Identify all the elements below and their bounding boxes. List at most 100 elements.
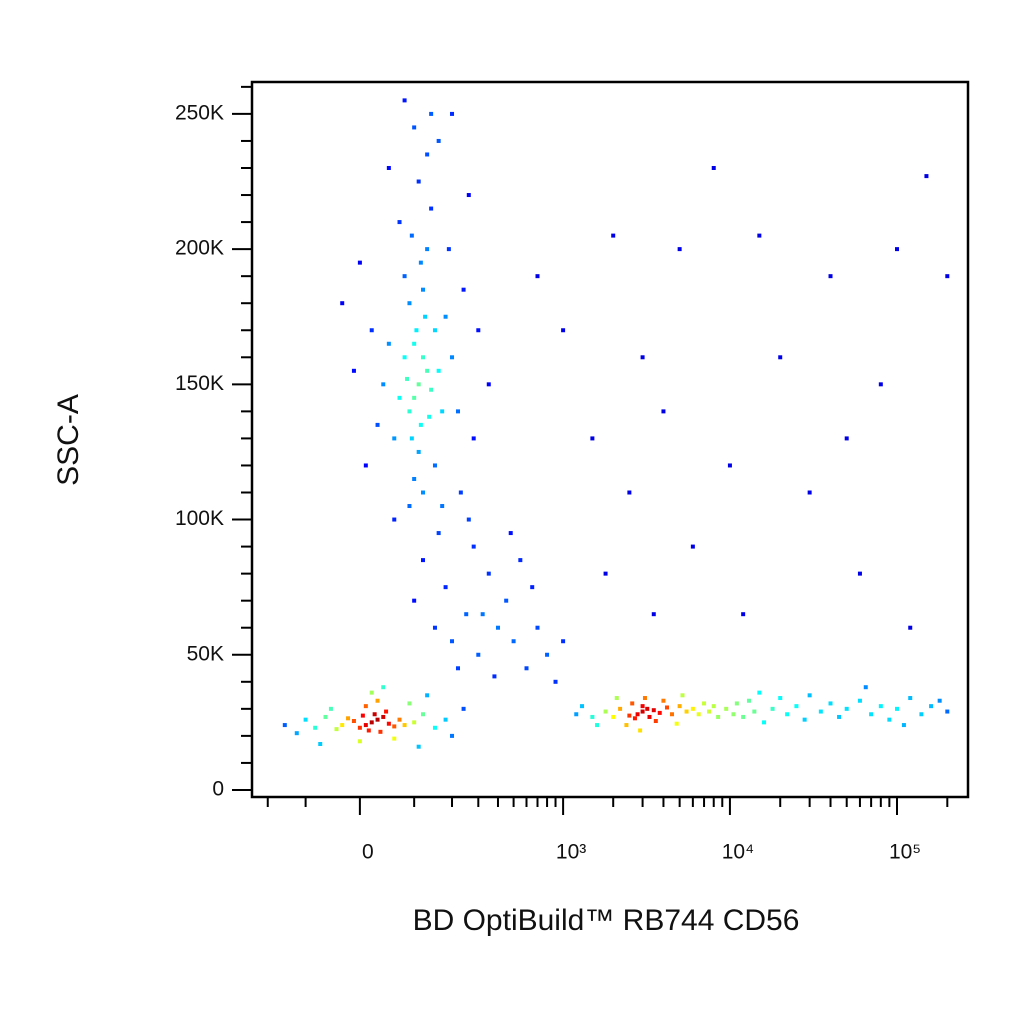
point — [919, 712, 924, 717]
point — [574, 712, 579, 717]
y-tick-label: 200K — [175, 237, 224, 260]
point — [480, 612, 485, 617]
point — [696, 712, 701, 717]
point — [734, 701, 739, 706]
point — [887, 717, 892, 722]
point — [409, 436, 414, 441]
point — [807, 490, 812, 495]
point — [407, 504, 412, 509]
point — [702, 701, 707, 706]
point — [945, 274, 950, 279]
point — [340, 301, 345, 306]
point — [635, 712, 640, 717]
point — [595, 723, 600, 728]
point — [429, 206, 434, 211]
point — [450, 733, 455, 738]
point — [611, 233, 616, 238]
point — [455, 409, 460, 414]
point — [590, 436, 595, 441]
point — [386, 721, 391, 726]
point — [471, 436, 476, 441]
point — [785, 712, 790, 717]
point — [372, 712, 377, 717]
plot-frame — [250, 80, 970, 799]
point — [690, 706, 695, 711]
point — [651, 708, 656, 713]
point — [466, 193, 471, 198]
point — [476, 328, 481, 333]
x-tick-label: 0 — [362, 841, 374, 864]
point — [405, 376, 410, 381]
point — [313, 725, 318, 730]
point — [878, 382, 883, 387]
point — [844, 436, 849, 441]
point — [420, 558, 425, 563]
y-axis-label: SSC-A — [52, 394, 85, 486]
point — [420, 355, 425, 360]
point — [436, 138, 441, 143]
point — [863, 685, 868, 690]
point — [414, 328, 419, 333]
point — [778, 696, 783, 701]
point — [432, 328, 437, 333]
point — [425, 247, 430, 252]
point — [590, 714, 595, 719]
point — [282, 723, 287, 728]
point — [614, 696, 619, 701]
point — [828, 274, 833, 279]
point — [328, 706, 333, 711]
point — [664, 705, 669, 710]
point — [450, 111, 455, 116]
point — [807, 693, 812, 698]
point — [711, 704, 716, 709]
point — [553, 679, 558, 684]
point — [818, 709, 823, 714]
point — [357, 739, 362, 744]
point — [945, 709, 950, 714]
point — [429, 111, 434, 116]
point — [357, 725, 362, 730]
point — [303, 717, 308, 722]
point — [375, 717, 380, 722]
point — [642, 696, 647, 701]
point — [375, 422, 380, 427]
point — [432, 725, 437, 730]
point — [669, 712, 674, 717]
point — [580, 704, 585, 709]
point — [402, 355, 407, 360]
point — [440, 409, 445, 414]
point — [651, 612, 656, 617]
point — [455, 666, 460, 671]
point — [674, 721, 679, 726]
point — [645, 706, 650, 711]
point — [724, 706, 729, 711]
point — [384, 709, 389, 714]
point — [611, 714, 616, 719]
point — [929, 704, 934, 709]
point — [334, 727, 339, 732]
point — [461, 287, 466, 292]
point — [392, 736, 397, 741]
y-tick-label: 50K — [187, 642, 224, 665]
point — [366, 728, 371, 733]
point — [412, 598, 417, 603]
point — [386, 165, 391, 170]
point — [420, 490, 425, 495]
y-tick-label: 100K — [175, 507, 224, 530]
point — [486, 382, 491, 387]
point — [436, 531, 441, 536]
point — [895, 706, 900, 711]
point — [627, 713, 632, 718]
point — [640, 355, 645, 360]
point — [638, 728, 643, 733]
point — [427, 414, 432, 419]
point — [381, 714, 386, 719]
point — [432, 463, 437, 468]
point — [450, 639, 455, 644]
point — [412, 125, 417, 130]
point — [436, 368, 441, 373]
point — [425, 693, 430, 698]
point — [363, 723, 368, 728]
point — [357, 260, 362, 265]
point — [443, 717, 448, 722]
